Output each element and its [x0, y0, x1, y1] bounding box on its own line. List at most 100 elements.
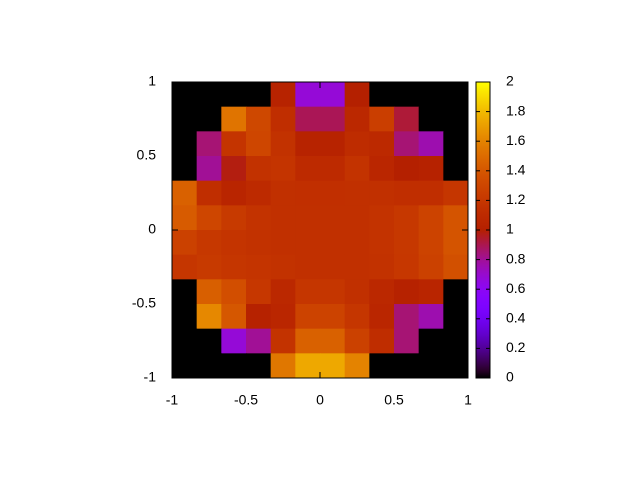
heatmap-cell — [418, 254, 444, 280]
heatmap-cell — [270, 230, 296, 256]
y-tick-label: -1 — [144, 369, 157, 385]
heatmap-cell — [418, 279, 444, 305]
heatmap-cell — [295, 106, 321, 132]
x-tick-label: -1 — [166, 392, 179, 408]
colorbar-tick-label: 1.2 — [506, 191, 526, 207]
heatmap-cell — [394, 180, 420, 206]
heatmap-cell — [246, 353, 272, 379]
heatmap-cell — [246, 254, 272, 280]
heatmap-cell — [369, 279, 395, 305]
x-tick-label: 0 — [316, 392, 324, 408]
heatmap-cell — [418, 304, 444, 330]
heatmap-cell — [172, 304, 198, 330]
heatmap-cell — [270, 304, 296, 330]
y-tick-label: 0.5 — [137, 147, 157, 163]
heatmap-cell — [369, 304, 395, 330]
colorbar-tick-label: 1.6 — [506, 132, 526, 148]
heatmap-cell — [320, 328, 346, 354]
heatmap-cell — [320, 353, 346, 379]
heatmap-cell — [196, 279, 222, 305]
heatmap-cell — [172, 180, 198, 206]
heatmap-cell — [172, 254, 198, 280]
x-tick-label: 1 — [464, 392, 472, 408]
heatmap-cell — [246, 131, 272, 157]
heatmap-cell — [221, 156, 247, 182]
heatmap-cell — [270, 156, 296, 182]
heatmap-cell — [172, 205, 198, 231]
heatmap-cell — [172, 230, 198, 256]
x-tick-label: 0.5 — [384, 392, 404, 408]
colorbar-tick-label: 1 — [506, 221, 514, 237]
heatmap-cell — [320, 279, 346, 305]
heatmap-cell — [172, 279, 198, 305]
heatmap-cell — [172, 82, 198, 108]
heatmap-cell — [418, 180, 444, 206]
heatmap-cell — [443, 205, 469, 231]
heatmap-cell — [196, 205, 222, 231]
heatmap-cell — [394, 328, 420, 354]
heatmap-cell — [270, 180, 296, 206]
heatmap-cell — [344, 254, 370, 280]
heatmap-cell — [196, 131, 222, 157]
heatmap-cell — [320, 205, 346, 231]
heatmap-cell — [443, 106, 469, 132]
heatmap-cell — [172, 156, 198, 182]
heatmap-cell — [418, 353, 444, 379]
heatmap-cell — [344, 106, 370, 132]
heatmap-cell — [246, 279, 272, 305]
heatmap — [172, 82, 469, 379]
heatmap-cell — [369, 254, 395, 280]
colorbar-tick-label: 0.2 — [506, 339, 526, 355]
heatmap-cell — [295, 328, 321, 354]
heatmap-cell — [196, 304, 222, 330]
heatmap-cell — [394, 106, 420, 132]
heatmap-cell — [196, 156, 222, 182]
heatmap-cell — [394, 254, 420, 280]
heatmap-cell — [443, 131, 469, 157]
heatmap-cell — [270, 279, 296, 305]
heatmap-cell — [443, 279, 469, 305]
colorbar — [476, 82, 490, 378]
heatmap-cell — [270, 328, 296, 354]
heatmap-cell — [246, 82, 272, 108]
heatmap-cell — [344, 180, 370, 206]
heatmap-cell — [172, 328, 198, 354]
colorbar-tick-label: 0 — [506, 369, 514, 385]
heatmap-cell — [394, 230, 420, 256]
heatmap-cell — [369, 82, 395, 108]
heatmap-cell — [295, 353, 321, 379]
heatmap-cell — [246, 106, 272, 132]
heatmap-cell — [295, 156, 321, 182]
heatmap-cell — [344, 131, 370, 157]
heatmap-cell — [221, 230, 247, 256]
heatmap-cell — [246, 328, 272, 354]
heatmap-cell — [221, 304, 247, 330]
colorbar-tick-label: 0.8 — [506, 250, 526, 266]
heatmap-cell — [172, 106, 198, 132]
heatmap-cell — [295, 304, 321, 330]
heatmap-cell — [196, 180, 222, 206]
heatmap-cell — [320, 82, 346, 108]
heatmap-cell — [394, 156, 420, 182]
heatmap-cell — [344, 279, 370, 305]
heatmap-cell — [344, 82, 370, 108]
heatmap-cell — [270, 353, 296, 379]
heatmap-cell — [196, 230, 222, 256]
heatmap-cell — [270, 131, 296, 157]
heatmap-cell — [295, 254, 321, 280]
heatmap-cell — [443, 82, 469, 108]
heatmap-cell — [221, 254, 247, 280]
heatmap-cell — [320, 106, 346, 132]
heatmap-cell — [246, 180, 272, 206]
heatmap-cell — [246, 205, 272, 231]
heatmap-cell — [221, 279, 247, 305]
heatmap-cell — [295, 82, 321, 108]
heatmap-cell — [295, 131, 321, 157]
heatmap-cell — [196, 353, 222, 379]
heatmap-cell — [344, 304, 370, 330]
colorbar-tick-label: 1.4 — [506, 162, 526, 178]
heatmap-cell — [196, 328, 222, 354]
heatmap-cell — [196, 106, 222, 132]
heatmap-cell — [394, 131, 420, 157]
